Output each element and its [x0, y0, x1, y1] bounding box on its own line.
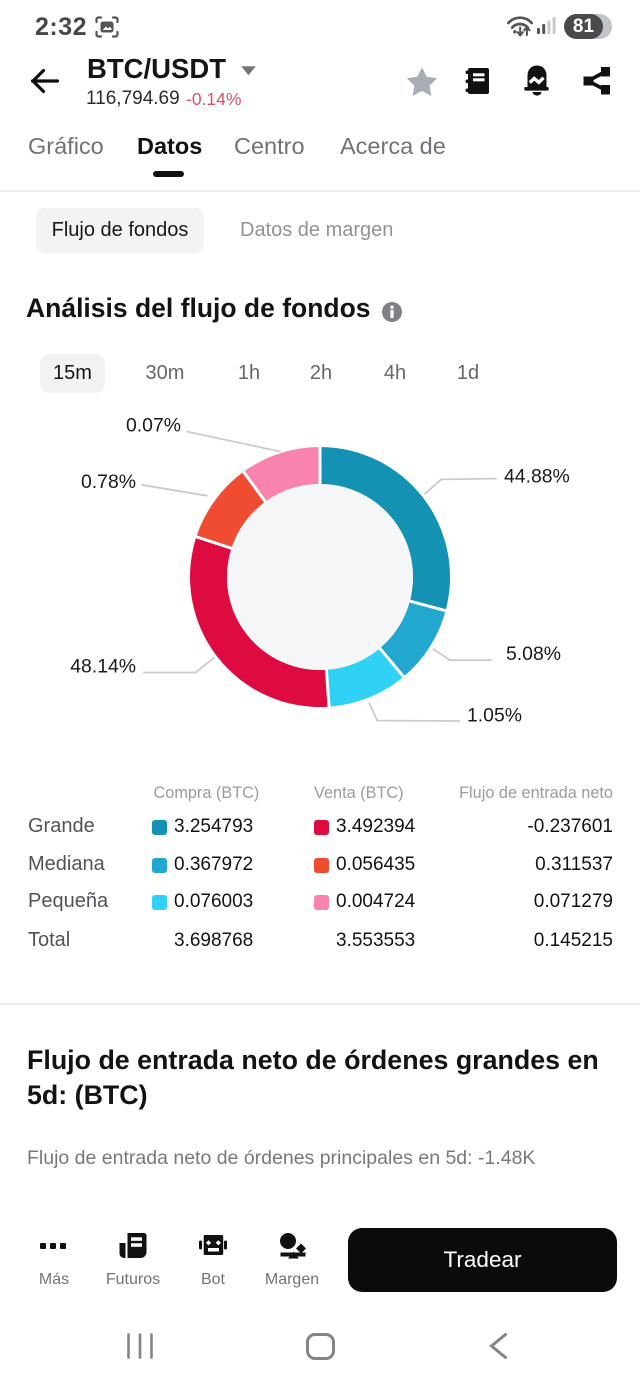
svg-text:44.88%: 44.88%: [504, 466, 570, 488]
svg-text:0.07%: 0.07%: [126, 415, 181, 437]
svg-text:1.05%: 1.05%: [467, 705, 522, 727]
svg-text:0.78%: 0.78%: [81, 471, 136, 493]
svg-text:5.08%: 5.08%: [506, 643, 561, 665]
svg-text:48.14%: 48.14%: [70, 656, 136, 678]
